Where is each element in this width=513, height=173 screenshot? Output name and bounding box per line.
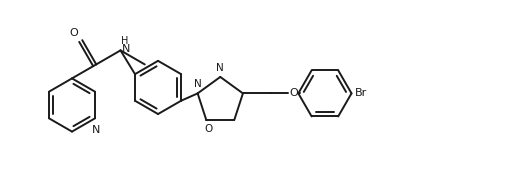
Text: N: N (122, 44, 130, 54)
Text: O: O (290, 88, 299, 98)
Text: N: N (92, 125, 100, 135)
Text: Br: Br (354, 88, 367, 98)
Text: N: N (194, 79, 202, 89)
Text: H: H (122, 36, 129, 46)
Text: O: O (204, 124, 212, 134)
Text: N: N (216, 63, 224, 73)
Text: O: O (69, 28, 78, 38)
